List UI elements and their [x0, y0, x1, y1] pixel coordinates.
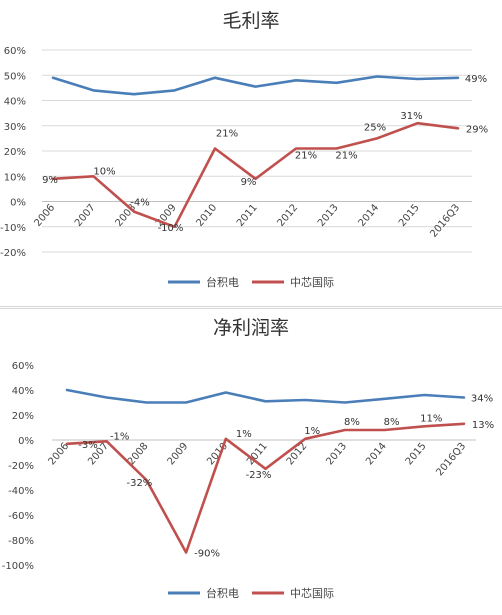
gross-x-tick-label: 2015 — [397, 202, 422, 229]
gross-x-tick-label: 2011 — [235, 202, 260, 229]
net-y-tick-label: 0% — [18, 436, 34, 447]
gross-data-label: 25% — [364, 122, 386, 133]
net-data-label: -3% — [78, 440, 97, 451]
gross-data-label: 29% — [466, 124, 488, 135]
gross-data-label: 31% — [400, 111, 422, 122]
gross-margin-chart: 毛利率 60% 50% 40% 30% 20% 10% 0% -10% -20% 2006 2007 2… — [0, 0, 502, 307]
net-y-tick-label: -80% — [8, 536, 34, 547]
gross-y-tick-label: 30% — [4, 122, 26, 133]
net-y-tick-label: -20% — [8, 461, 34, 472]
net-x-tick-label: 2013 — [324, 441, 349, 468]
gross-series-line-2 — [51, 121, 460, 229]
net-y-tick-label: -60% — [8, 511, 34, 522]
gross-series-line-1 — [51, 75, 460, 96]
gross-x-tick-label: 2010 — [195, 202, 220, 229]
gross-y-tick-label: -20% — [0, 248, 26, 259]
gross-data-label: 21% — [335, 150, 357, 161]
gross-x-tick-label: 2014 — [357, 202, 382, 229]
gross-x-tick-label: 2006 — [33, 202, 58, 229]
net-y-tick-label: -100% — [2, 561, 34, 572]
net-data-label: -90% — [194, 549, 220, 560]
gross-data-label: -10% — [158, 223, 184, 234]
net-legend-label: 台积电 — [206, 586, 239, 600]
net-data-label: 1% — [236, 429, 252, 440]
gross-chart-title: 毛利率 — [222, 10, 279, 32]
net-y-tick-label: 40% — [12, 386, 34, 397]
gross-data-label: 10% — [93, 166, 115, 177]
net-data-label: 34% — [471, 394, 493, 405]
gross-data-label: 9% — [241, 177, 257, 188]
gross-y-tick-label: 20% — [4, 147, 26, 158]
net-data-label: 11% — [420, 413, 442, 424]
net-x-tick-label: 2014 — [364, 441, 389, 468]
gross-y-tick-label: 0% — [10, 198, 26, 209]
gross-y-tick-label: 40% — [4, 97, 26, 108]
net-legend-label: 中芯国际 — [290, 586, 334, 600]
net-data-label: 1% — [304, 426, 320, 437]
net-data-label: 13% — [472, 420, 494, 431]
gross-x-tick-label: 2007 — [73, 202, 98, 229]
gross-data-label: 9% — [42, 175, 58, 186]
net-x-tick-label: 2016Q3 — [434, 441, 468, 478]
net-data-label: 8% — [384, 417, 400, 428]
gross-data-label: -4% — [130, 198, 149, 209]
net-data-label: -1% — [110, 431, 129, 442]
gross-margin-plot: 毛利率 60% 50% 40% 30% 20% 10% 0% -10% -20% 2006 2007 2… — [0, 10, 488, 289]
gross-legend-label: 中芯国际 — [290, 275, 334, 289]
gross-x-tick-label: 2012 — [276, 202, 301, 229]
net-series-line-1 — [65, 388, 466, 404]
net-y-tick-label: 60% — [12, 361, 34, 372]
net-chart-title: 净利润率 — [213, 317, 289, 339]
gross-x-tick-label: 2016Q3 — [428, 202, 462, 239]
net-margin-chart: 净利润率 60% 40% 20% 0% -20% -40% -60% -80% -100% 2006… — [0, 308, 502, 615]
gross-data-label: 21% — [295, 150, 317, 161]
gross-legend-label: 台积电 — [206, 275, 239, 289]
gross-y-tick-label: -10% — [0, 223, 26, 234]
net-y-tick-label: -40% — [8, 486, 34, 497]
gross-y-tick-label: 10% — [4, 172, 26, 183]
gross-data-label: 21% — [216, 128, 238, 139]
net-margin-svg: 净利润率60%40%20%0%-20%-40%-60%-80%-100%2006… — [2, 317, 494, 600]
net-data-label: -32% — [126, 478, 152, 489]
gross-margin-svg: 毛利率 60% 50% 40% 30% 20% 10% 0% -10% -20% 2006 2007 2… — [0, 10, 488, 289]
gross-x-tick-label: 2013 — [316, 202, 341, 229]
net-margin-plot: 净利润率60%40%20%0%-20%-40%-60%-80%-100%2006… — [2, 317, 494, 600]
gross-y-tick-label: 50% — [4, 71, 26, 82]
gross-y-tick-label: 60% — [4, 46, 26, 57]
net-x-tick-label: 2009 — [166, 441, 191, 468]
net-series-line-2 — [65, 422, 466, 554]
net-y-tick-label: 20% — [12, 411, 34, 422]
gross-data-label: 49% — [465, 74, 487, 85]
net-data-label: 8% — [344, 417, 360, 428]
net-x-tick-label: 2015 — [404, 441, 429, 468]
net-data-label: -23% — [246, 470, 272, 481]
